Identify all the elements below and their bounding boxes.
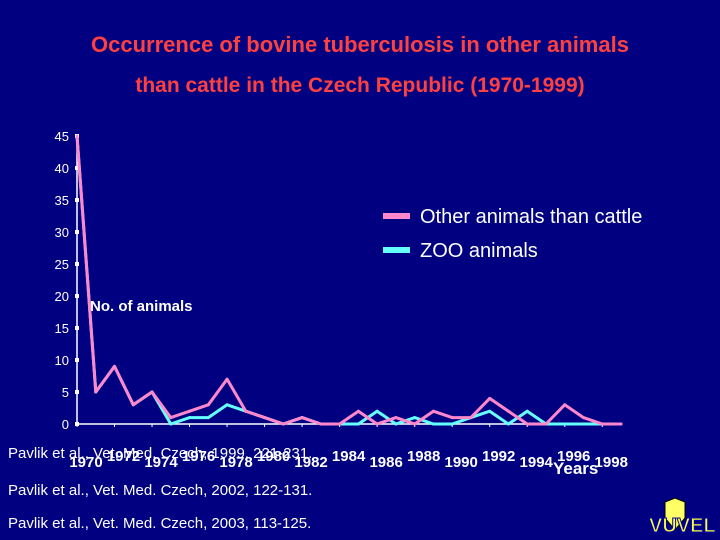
data-point-0-1990: [450, 416, 454, 420]
y-tick-mark-30: [75, 230, 79, 234]
y-tick-label-15: 15: [55, 321, 69, 336]
x-tick-label-1988: 1988: [407, 448, 440, 465]
data-point-0-1996: [563, 403, 567, 407]
data-point-1-1997: [581, 422, 585, 426]
data-point-0-1988: [413, 422, 417, 426]
data-point-0-1998: [600, 422, 604, 426]
data-point-1-1988: [413, 416, 417, 420]
data-point-1-1987: [394, 422, 398, 426]
data-point-0-1991: [469, 416, 473, 420]
data-point-0-1982: [300, 416, 304, 420]
y-tick-label-10: 10: [55, 353, 69, 368]
y-tick-label-45: 45: [55, 129, 69, 144]
data-point-0-1989: [431, 409, 435, 413]
y-tick-label-35: 35: [55, 193, 69, 208]
data-point-0-1985: [356, 409, 360, 413]
y-tick-label-25: 25: [55, 257, 69, 272]
chart-title-line-2: than cattle in the Czech Republic (1970-…: [135, 74, 585, 97]
data-point-1-1977: [206, 416, 210, 420]
data-point-0-1979: [244, 409, 248, 413]
data-point-0-1983: [319, 422, 323, 426]
x-tick-label-1982: 1982: [294, 454, 327, 471]
data-point-0-1973: [131, 403, 135, 407]
x-tick-label-1980: 1980: [257, 448, 290, 465]
y-tick-mark-15: [75, 326, 79, 330]
x-tick-label-1992: 1992: [482, 448, 515, 465]
data-point-0-1970: [75, 134, 79, 138]
y-tick-mark-20: [75, 294, 79, 298]
data-point-0-1976: [188, 409, 192, 413]
legend-label-1: ZOO animals: [420, 240, 538, 262]
data-point-1-1996: [563, 422, 567, 426]
data-point-0-1997: [581, 416, 585, 420]
data-point-1-1990: [450, 422, 454, 426]
x-tick-label-1986: 1986: [369, 454, 402, 471]
y-tick-mark-5: [75, 390, 79, 394]
data-point-1-1978: [225, 403, 229, 407]
x-tick-label-1996: 1996: [557, 448, 590, 465]
data-point-0-1993: [506, 409, 510, 413]
data-point-1-1986: [375, 409, 379, 413]
data-point-1-1992: [488, 409, 492, 413]
data-point-0-1978: [225, 377, 229, 381]
y-tick-label-30: 30: [55, 225, 69, 240]
x-tick-label-1978: 1978: [219, 454, 252, 471]
legend-swatch-0: [383, 213, 410, 219]
x-tick-label-1994: 1994: [520, 454, 554, 471]
data-point-1-1989: [431, 422, 435, 426]
data-point-0-1972: [113, 364, 117, 368]
x-tick-label-1972: 1972: [107, 448, 140, 465]
legend-swatch-1: [383, 247, 410, 253]
data-point-1-1985: [356, 422, 360, 426]
y-tick-mark-25: [75, 262, 79, 266]
reference-3: Pavlik et al., Vet. Med. Czech, 2003, 11…: [8, 515, 312, 532]
y-tick-mark-35: [75, 198, 79, 202]
data-point-0-1986: [375, 422, 379, 426]
y-tick-label-0: 0: [62, 417, 69, 432]
y-tick-label-20: 20: [55, 289, 69, 304]
x-tick-label-1984: 1984: [332, 448, 366, 465]
series-line-1: [75, 135, 621, 426]
logo-text: VUVEL: [649, 515, 715, 537]
data-point-0-1984: [338, 422, 342, 426]
y-tick-label-5: 5: [62, 385, 69, 400]
x-tick-label-1998: 1998: [595, 454, 628, 471]
data-point-0-1995: [544, 422, 548, 426]
data-point-0-1992: [488, 396, 492, 400]
data-point-1-1994: [525, 409, 529, 413]
data-point-0-1999: [619, 422, 623, 426]
data-point-0-1971: [94, 390, 98, 394]
y-tick-label-40: 40: [55, 161, 69, 176]
data-point-0-1987: [394, 416, 398, 420]
x-tick-label-1974: 1974: [144, 454, 178, 471]
data-point-0-1981: [281, 422, 285, 426]
x-tick-label-1976: 1976: [182, 448, 215, 465]
chart-title-line-1: Occurrence of bovine tuberculosis in oth…: [91, 32, 629, 57]
reference-2: Pavlik et al., Vet. Med. Czech, 2002, 12…: [8, 482, 313, 499]
data-point-0-1977: [206, 403, 210, 407]
vuvel-logo: VUVEL: [649, 497, 715, 538]
y-tick-mark-40: [75, 166, 79, 170]
x-tick-label-1990: 1990: [444, 454, 477, 471]
data-point-0-1994: [525, 422, 529, 426]
y-tick-mark-10: [75, 358, 79, 362]
legend-label-0: Other animals than cattle: [420, 206, 642, 228]
reference-1: Pavlik et al., Vet. Med. Czech, 1999, 22…: [8, 445, 313, 462]
data-point-0-1974: [150, 390, 154, 394]
data-point-1-1993: [506, 422, 510, 426]
x-tick-label-1970: 1970: [69, 454, 102, 471]
series-line-0: [75, 135, 621, 426]
data-point-1-1975: [169, 422, 173, 426]
data-point-0-1975: [169, 416, 173, 420]
data-point-0-1980: [263, 416, 267, 420]
y-axis-label: No. of animals: [90, 298, 193, 315]
x-axis-label: Years: [553, 459, 598, 478]
data-point-1-1976: [188, 416, 192, 420]
